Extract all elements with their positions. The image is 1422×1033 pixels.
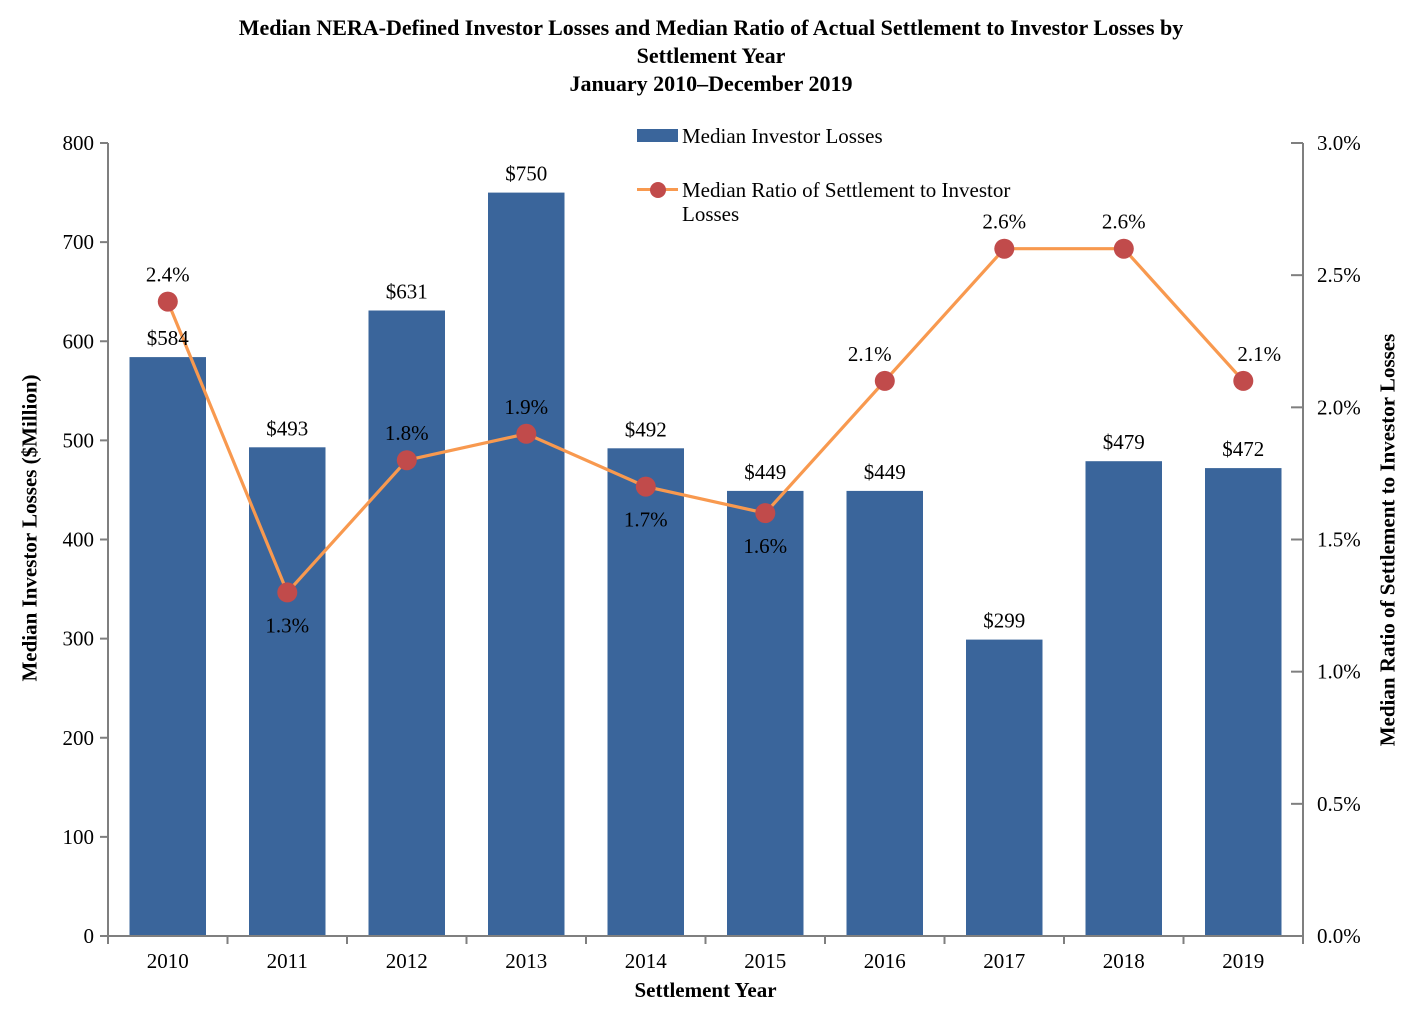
x-axis-category-label: 2017 — [983, 949, 1025, 973]
left-axis-tick-label: 700 — [63, 230, 95, 254]
chart-title-line2: Settlement Year — [636, 43, 786, 68]
left-axis-tick-label: 400 — [63, 528, 95, 552]
bar-2019 — [1205, 468, 1282, 936]
bar-2011 — [249, 447, 326, 936]
marker-2015 — [755, 503, 776, 524]
legend: Median Investor Losses Median Ratio of S… — [637, 124, 1030, 226]
pct-label-2012: 1.8% — [385, 421, 429, 445]
marker-2017 — [994, 238, 1015, 259]
legend-item-bar-series: Median Investor Losses — [637, 124, 1030, 148]
x-axis-category-label: 2018 — [1103, 949, 1145, 973]
bar-label-2012: $631 — [386, 280, 428, 304]
bar-2017 — [966, 639, 1043, 936]
marker-2013 — [516, 423, 537, 444]
legend-label-line-series: Median Ratio of Settlement to Investor L… — [682, 178, 1011, 226]
right-axis-tick-label: 0.0% — [1317, 924, 1361, 948]
line-marker-swatch-icon — [637, 181, 678, 198]
x-axis-category-label: 2015 — [744, 949, 786, 973]
pct-label-2015: 1.6% — [743, 534, 787, 558]
x-axis-category-label: 2011 — [267, 949, 308, 973]
x-axis-title: Settlement Year — [634, 978, 777, 1002]
bar-label-2016: $449 — [864, 460, 906, 484]
legend-item-line-series: Median Ratio of Settlement to Investor L… — [637, 178, 1030, 226]
x-axis-category-label: 2012 — [386, 949, 428, 973]
bar-label-2010: $584 — [147, 326, 190, 350]
marker-2011 — [277, 582, 298, 603]
left-axis-tick-label: 800 — [63, 131, 95, 155]
bar-2016 — [846, 490, 923, 936]
bar-label-2013: $750 — [505, 162, 547, 186]
right-axis-tick-label: 2.0% — [1317, 395, 1361, 419]
bar-2013 — [488, 192, 565, 937]
left-axis-tick-label: 600 — [63, 329, 95, 353]
pct-label-2016: 2.1% — [848, 342, 892, 366]
left-axis-tick-label: 200 — [63, 726, 95, 750]
pct-label-2013: 1.9% — [504, 395, 548, 419]
marker-2016 — [874, 370, 895, 391]
x-axis-category-label: 2014 — [625, 949, 668, 973]
marker-2014 — [635, 476, 656, 497]
left-axis-tick-label: 500 — [63, 428, 95, 452]
x-axis-category-label: 2010 — [147, 949, 189, 973]
x-axis-category-label: 2013 — [505, 949, 547, 973]
marker-2019 — [1233, 370, 1254, 391]
bar-label-2014: $492 — [625, 417, 667, 441]
left-axis-title: Median Investor Losses ($Million) — [17, 374, 42, 682]
marker-2018 — [1113, 238, 1134, 259]
chart-title-line1: Median NERA-Defined Investor Losses and … — [238, 15, 1184, 40]
bar-2012 — [368, 310, 445, 936]
pct-label-2018: 2.6% — [1102, 210, 1146, 234]
bar-label-2015: $449 — [744, 460, 786, 484]
right-axis-tick-label: 1.0% — [1317, 660, 1361, 684]
pct-label-2019: 2.1% — [1237, 342, 1281, 366]
pct-label-2010: 2.4% — [146, 263, 190, 287]
bar-2018 — [1085, 461, 1162, 936]
pct-label-2014: 1.7% — [624, 508, 668, 532]
bar-2010 — [129, 357, 206, 937]
marker-2012 — [396, 450, 417, 471]
x-axis-category-label: 2019 — [1222, 949, 1264, 973]
right-axis-tick-label: 3.0% — [1317, 131, 1361, 155]
bar-label-2019: $472 — [1222, 437, 1264, 461]
bar-label-2017: $299 — [983, 609, 1025, 633]
right-axis-title: Median Ratio of Settlement to Investor L… — [1375, 333, 1400, 747]
chart-title-line3: January 2010–December 2019 — [569, 71, 853, 96]
bar-swatch-icon — [637, 129, 678, 142]
bar-label-2011: $493 — [266, 416, 308, 440]
right-axis-tick-label: 1.5% — [1317, 528, 1361, 552]
left-axis-tick-label: 100 — [63, 825, 95, 849]
left-axis-tick-label: 0 — [84, 924, 95, 948]
marker-2010 — [157, 291, 178, 312]
pct-label-2017: 2.6% — [982, 210, 1026, 234]
left-axis-tick-label: 300 — [63, 627, 95, 651]
chart-title: Median NERA-Defined Investor Losses and … — [0, 14, 1422, 98]
legend-label-bar-series: Median Investor Losses — [682, 124, 883, 148]
ratio-line — [166, 247, 1245, 596]
pct-label-2011: 1.3% — [265, 613, 309, 637]
bar-label-2018: $479 — [1103, 430, 1145, 454]
right-axis-tick-label: 0.5% — [1317, 792, 1361, 816]
bar-2014 — [607, 448, 684, 936]
marker-dot-icon — [649, 181, 666, 198]
bar-2015 — [727, 490, 804, 936]
x-axis-category-label: 2016 — [864, 949, 906, 973]
right-axis-tick-label: 2.5% — [1317, 263, 1361, 287]
